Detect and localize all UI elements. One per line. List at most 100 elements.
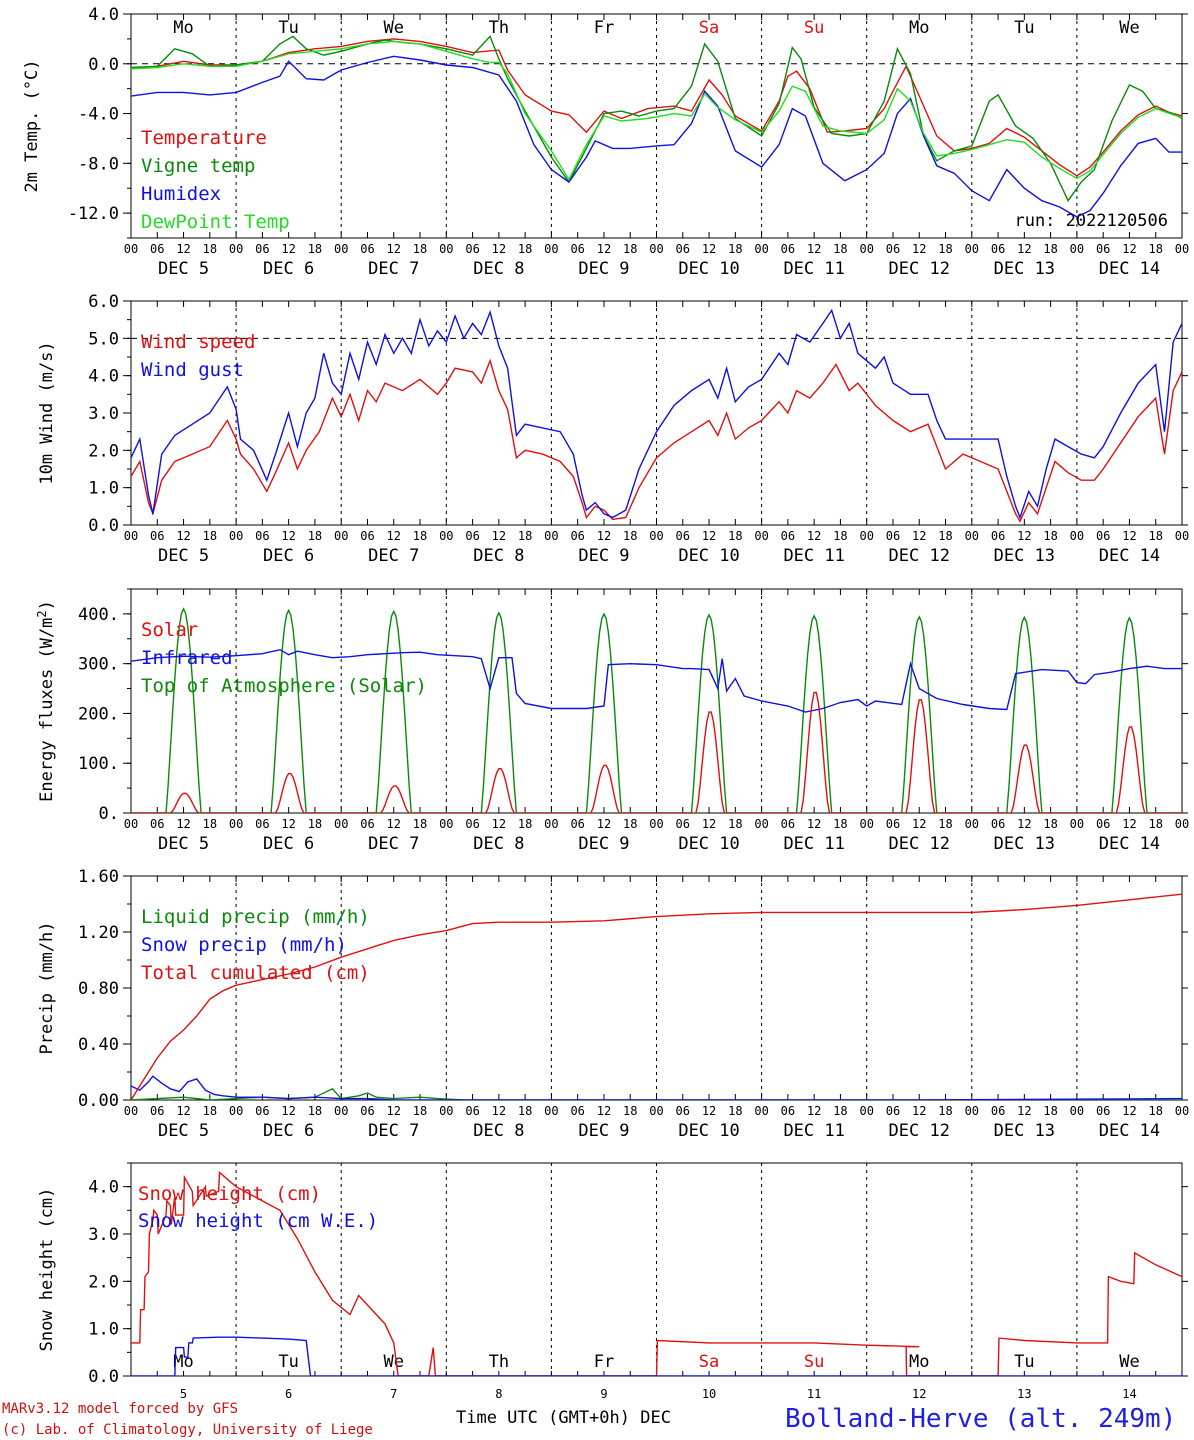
weekday-label: Tu [1014,18,1034,38]
legend-entry: Wind gust [141,359,244,381]
y-tick-label: 0.0 [88,516,119,536]
x-hour-label: 00 [439,817,453,831]
x-hour-label: 00 [439,1104,453,1118]
weekday-label: Su [804,1352,824,1372]
x-hour-label: 18 [203,817,217,831]
x-hour-label: 00 [334,1104,348,1118]
x-day-label: DEC 13 [994,834,1055,854]
x-hour-label: 18 [413,242,427,256]
y-axis-title: Energy fluxes (W/m2) [35,600,57,802]
x-hour-label: 12 [1017,1104,1031,1118]
x-hour-label: 12 [176,817,190,831]
x-hour-label: 18 [413,529,427,543]
x-day-label: DEC 11 [783,546,844,566]
y-tick-label: 200. [78,704,119,724]
x-hour-label: 00 [124,1104,138,1118]
x-hour-label: 12 [387,817,401,831]
legend-entry: Vigne temp [141,155,255,177]
series-total-cumulated-cm [131,893,1182,1100]
x-day-number: 5 [180,1387,187,1401]
x-hour-label: 00 [1070,529,1084,543]
legend-entry: Snow height (cm) [138,1183,321,1205]
weekday-label: Tu [278,1352,298,1372]
x-hour-label: 00 [1070,1104,1084,1118]
x-hour-label: 00 [754,242,768,256]
x-day-label: DEC 13 [994,546,1055,566]
series-snow-height-cm [131,1171,1182,1376]
x-hour-label: 18 [1148,817,1162,831]
x-day-label: DEC 9 [578,259,629,279]
legend-entry: Infrared [141,647,233,669]
x-hour-label: 00 [124,529,138,543]
x-hour-label: 12 [807,529,821,543]
weekday-label: Tu [278,18,298,38]
x-hour-label: 12 [702,242,716,256]
y-tick-label: 1.0 [88,1320,119,1340]
legend-entry: Top of Atmosphere (Solar) [141,675,427,697]
x-day-label: DEC 6 [263,834,314,854]
model-credit: MARv3.12 model forced by GFS [2,1401,238,1417]
x-hour-label: 06 [150,529,164,543]
legend-entry: Snow precip (mm/h) [141,934,347,956]
series-wind-speed [131,358,1182,523]
y-tick-label: 1.0 [88,479,119,499]
x-hour-label: 00 [1070,242,1084,256]
panel-wind: 0.0 1.0 2.0 3.0 4.0 5.0 6.0 10m Wind (m/s) 00 06 1… [37,292,1189,566]
x-day-number: 9 [600,1387,607,1401]
series-dewpoint-temp [131,40,1182,181]
y-tick-label: 0. [99,804,119,824]
weekday-label: Mo [173,1352,193,1372]
x-hour-label: 00 [124,817,138,831]
y-tick-label: 300. [78,655,119,675]
y-axis-title: 2m Temp. (°C) [22,59,42,192]
x-hour-label: 06 [886,529,900,543]
series-group [131,35,1182,218]
x-hour-label: 00 [439,242,453,256]
x-day-label: DEC 8 [473,1121,524,1141]
x-hour-label: 06 [886,242,900,256]
weekday-label: Fr [594,18,614,38]
x-hour-label: 00 [965,1104,979,1118]
x-hour-label: 12 [807,1104,821,1118]
x-hour-label: 12 [912,242,926,256]
x-hour-label: 00 [124,242,138,256]
x-hour-label: 00 [1175,529,1189,543]
x-hour-label: 06 [570,242,584,256]
y-axis-title: Precip (mm/h) [37,921,57,1054]
x-day-label: DEC 12 [889,1121,950,1141]
series-snow-precip-mm-h [131,1075,1182,1100]
x-day-label: DEC 7 [368,1121,419,1141]
x-hour-label: 00 [859,242,873,256]
y-tick-label: 0.0 [88,1367,119,1387]
weekday-label: Sa [699,18,719,38]
y-tick-label: 0.00 [78,1091,119,1111]
x-day-number: 14 [1122,1387,1136,1401]
x-hour-label: 00 [754,817,768,831]
x-hour-label: 18 [1043,817,1057,831]
series-infrared [131,648,1182,713]
weekday-label: Mo [909,18,929,38]
y-tick-label: 1.20 [78,923,119,943]
x-hour-label: 18 [413,817,427,831]
x-hour-label: 00 [229,817,243,831]
y-tick-label: 0.80 [78,979,119,999]
x-hour-label: 18 [623,817,637,831]
x-hour-label: 00 [965,817,979,831]
x-day-number: 11 [807,1387,821,1401]
x-hour-label: 00 [544,1104,558,1118]
x-hour-label: 06 [991,817,1005,831]
x-hour-label: 00 [1175,1104,1189,1118]
panel-fluxes: 0. 100. 200. 300. 400. Energy fluxes (W/m2) 00… [35,588,1189,854]
y-tick-label: 2.0 [88,441,119,461]
y-tick-label: -4.0 [78,105,119,125]
x-hour-label: 06 [781,529,795,543]
x-hour-label: 06 [255,817,269,831]
panel-temperature: 4.0 0.0 -4.0 -8.0 -12.0 2m Temp. (°C) 00 06 12 18… [22,5,1189,279]
x-hour-label: 00 [229,242,243,256]
y-axis-title: Snow height (cm) [37,1188,57,1352]
x-hour-label: 18 [728,817,742,831]
x-hour-label: 18 [833,817,847,831]
x-hour-label: 00 [859,817,873,831]
run-label: run: 2022120506 [1014,211,1168,231]
x-hour-label: 06 [1096,529,1110,543]
